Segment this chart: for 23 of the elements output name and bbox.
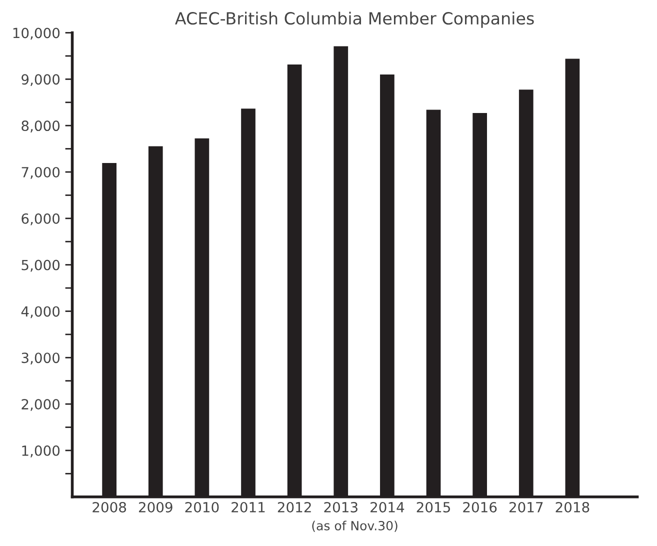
y-tick-label: 10,000: [13, 28, 60, 40]
x-tick-label: 2017: [509, 502, 543, 512]
x-tick-label: 2015: [416, 502, 450, 512]
x-tick-label: 2010: [185, 502, 219, 512]
x-tick-label: 2018: [556, 502, 590, 512]
y-tick-label: 3,000: [22, 352, 60, 365]
x-tick-label: 2013: [324, 502, 358, 512]
x-tick-label: 2014: [370, 502, 404, 512]
y-tick-label: 9,000: [22, 74, 60, 86]
y-tick-label: 4,000: [21, 306, 60, 318]
y-tick-label: 7,000: [22, 166, 60, 179]
x-tick-label: 2008: [92, 502, 126, 512]
y-tick-label: 2,000: [22, 399, 60, 411]
chart-title: ACEC-British Columbia Member Companies: [175, 12, 534, 28]
y-tick-label: 6,000: [22, 213, 60, 226]
y-tick-label: 5,000: [22, 260, 60, 272]
x-tick-label: 2012: [278, 502, 311, 512]
y-tick-label: 1,000: [22, 445, 60, 458]
x-tick-label: 2009: [138, 502, 172, 512]
x-tick-label: 2016: [463, 502, 497, 512]
x-tick-label: 2011: [232, 502, 265, 512]
y-tick-label: 8,000: [22, 120, 60, 132]
x-axis-title: (as of Nov.30): [312, 520, 398, 532]
